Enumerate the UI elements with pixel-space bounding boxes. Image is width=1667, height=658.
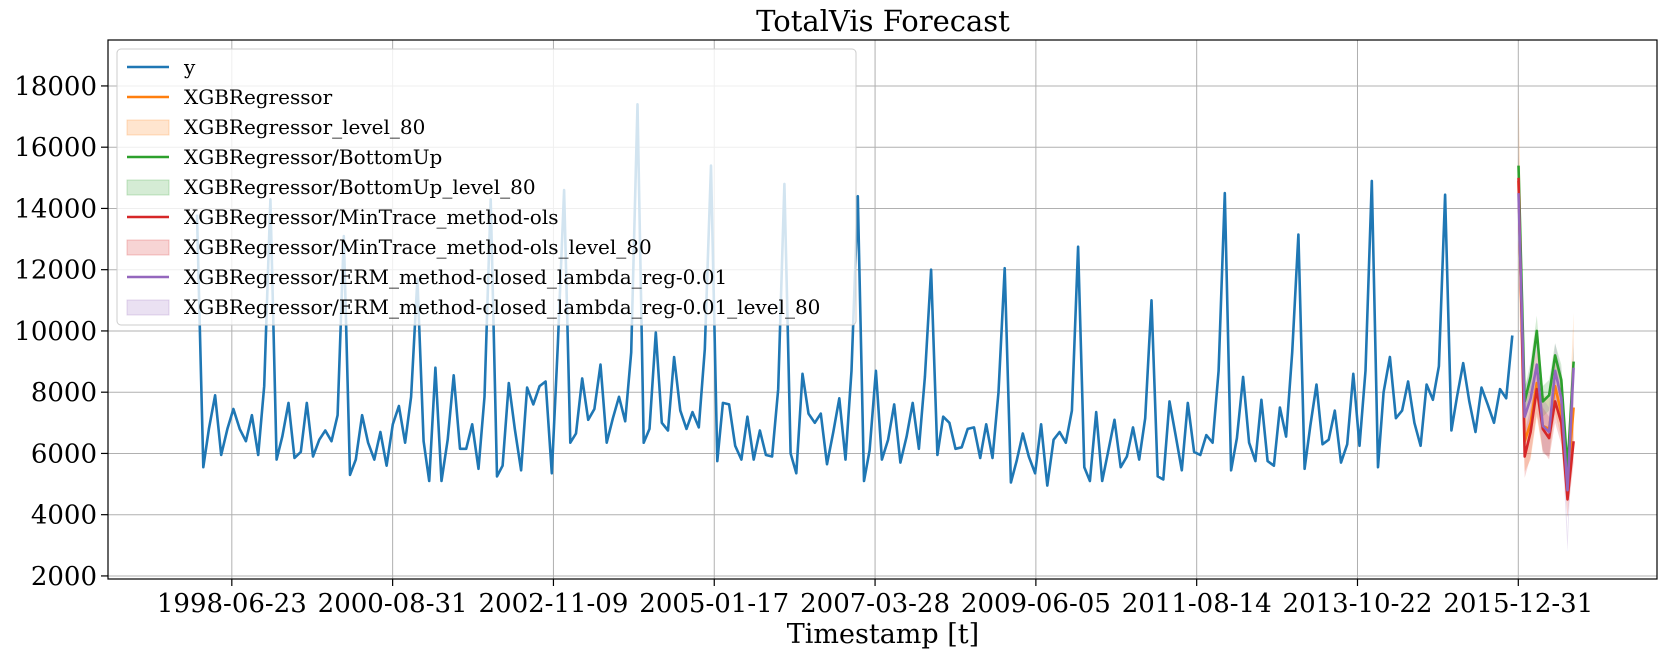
- legend-label: XGBRegressor/ERM_method-closed_lambda_re…: [184, 265, 727, 289]
- x-tick-label: 2002-11-09: [478, 589, 628, 619]
- legend-label: XGBRegressor/MinTrace_method-ols_level_8…: [184, 235, 652, 259]
- y-tick-label: 4000: [31, 501, 97, 531]
- legend-swatch-band: [126, 179, 170, 196]
- legend-label: XGBRegressor_level_80: [184, 115, 425, 139]
- x-axis-label: Timestamp [t]: [787, 619, 979, 650]
- legend-box: [116, 48, 857, 326]
- x-tick-label: 2011-08-14: [1122, 589, 1272, 619]
- x-axis: 1998-06-23 2000-08-31 2002-11-09 2005-01-17…: [157, 579, 1593, 619]
- y-tick-label: 6000: [31, 439, 97, 469]
- y-tick-label: 16000: [14, 133, 97, 163]
- forecast-line: [1517, 193, 1575, 492]
- x-tick-label: 2007-03-28: [800, 589, 950, 619]
- x-tick-label: 2013-10-22: [1283, 589, 1433, 619]
- legend-label: XGBRegressor/BottomUp: [184, 145, 442, 169]
- legend-label: XGBRegressor/BottomUp_level_80: [184, 175, 536, 199]
- y-tick-label: 10000: [14, 317, 97, 347]
- x-tick-label: 2015-12-31: [1443, 589, 1593, 619]
- x-tick-label: 1998-06-23: [157, 589, 307, 619]
- y-tick-label: 2000: [31, 562, 97, 592]
- x-tick-label: 2000-08-31: [318, 589, 468, 619]
- legend-label: XGBRegressor: [184, 85, 333, 109]
- x-tick-label: 2005-01-17: [639, 589, 789, 619]
- forecast-line: [1517, 165, 1575, 471]
- chart-title: TotalVis Forecast: [756, 4, 1010, 38]
- legend-swatch-band: [126, 299, 170, 316]
- legend: y XGBRegressor XGBRegressor_level_80 XGBReg…: [116, 48, 857, 326]
- y-tick-label: 8000: [31, 378, 97, 408]
- legend-label: XGBRegressor/MinTrace_method-ols: [184, 205, 559, 229]
- legend-swatch-band: [126, 119, 170, 136]
- legend-swatch-band: [126, 239, 170, 256]
- x-tick-label: 2009-06-05: [961, 589, 1111, 619]
- legend-label: y: [183, 55, 196, 79]
- y-tick-label: 12000: [14, 256, 97, 286]
- y-tick-label: 18000: [14, 72, 97, 102]
- interval-band: [1518, 168, 1574, 552]
- y-axis: 2000 4000 6000 8000 10000 12000 14000 16000 1800…: [14, 72, 108, 592]
- y-tick-label: 14000: [14, 194, 97, 224]
- legend-label: XGBRegressor/ERM_method-closed_lambda_re…: [184, 295, 820, 319]
- plot-area-frame: [107, 39, 1658, 580]
- interval-band: [1518, 89, 1574, 503]
